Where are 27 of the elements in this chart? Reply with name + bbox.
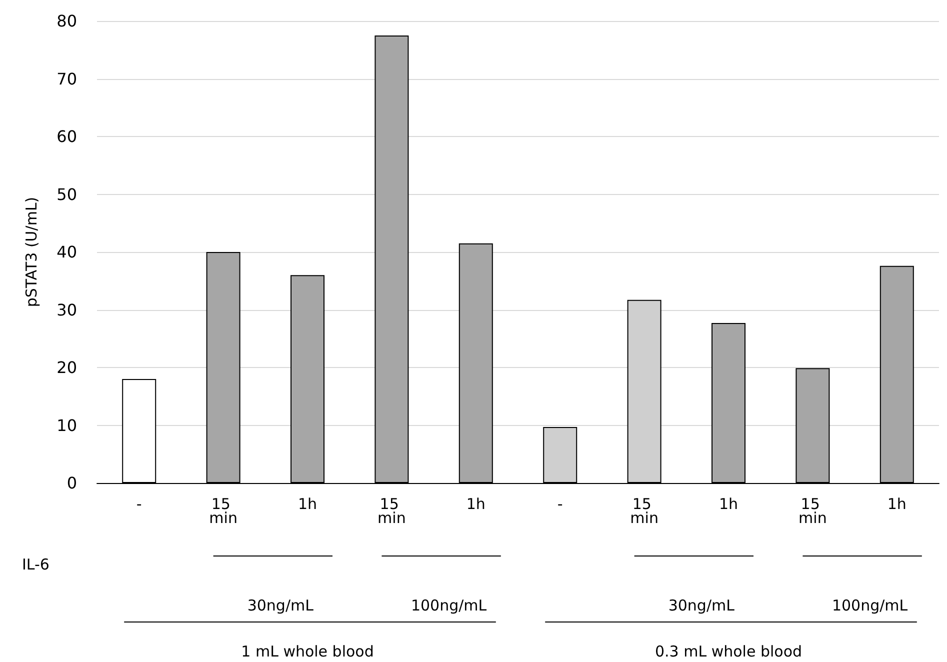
text: 1 mL whole blood <box>241 642 374 660</box>
y-tick-label: 70 <box>56 69 77 88</box>
text: IL-6 <box>22 556 50 574</box>
y-tick-label: 60 <box>56 127 77 146</box>
text: 30ng/mL <box>668 596 736 614</box>
text: 30ng/mL <box>247 596 314 614</box>
y-tick-label: 0 <box>66 474 77 492</box>
y-tick-label: 50 <box>56 184 77 204</box>
y-tick-label: 40 <box>56 242 77 262</box>
x-tick-label: 15 min <box>209 495 238 527</box>
x-tick-label: 1h <box>298 495 318 513</box>
x-tick-label: 15 min <box>798 495 827 527</box>
text: 100ng/mL <box>832 596 908 614</box>
x-tick-label: - <box>136 495 142 513</box>
x-tick-label: 1h <box>466 495 486 513</box>
text: 0.3 mL whole blood <box>654 642 802 660</box>
y-tick-label: 80 <box>56 12 77 30</box>
x-tick-label: 15 min <box>630 495 658 527</box>
x-tick-label: - <box>557 495 563 513</box>
x-tick-label: 1h <box>887 495 906 513</box>
text: 100ng/mL <box>410 596 488 614</box>
x-tick-label: 1h <box>718 495 738 513</box>
y-tick-label: 30 <box>56 300 77 320</box>
y-tick-label: 10 <box>56 416 77 435</box>
y-axis-title: pSTAT3 (U/mL) <box>22 196 40 308</box>
x-tick-label: 15 min <box>378 495 406 527</box>
y-tick-label: 20 <box>56 358 77 377</box>
